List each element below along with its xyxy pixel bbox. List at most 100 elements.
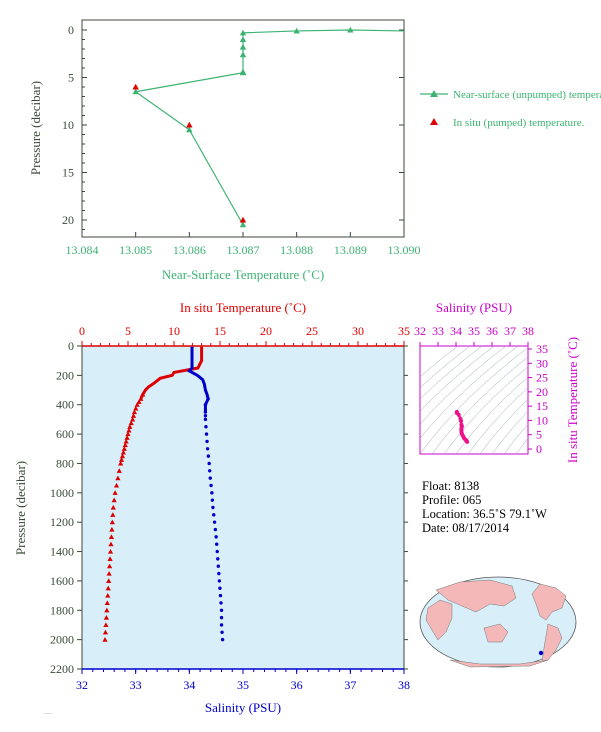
temp-point — [107, 548, 114, 554]
pressure-tick-label: 1200 — [50, 515, 74, 529]
sal-tick-label: 32 — [76, 678, 88, 692]
ts-plot-series — [454, 409, 470, 444]
near-surface-point — [186, 126, 193, 133]
temp-point — [121, 446, 127, 451]
pressure-tick-label: 800 — [56, 456, 74, 470]
sal-point — [208, 476, 212, 480]
sal-point — [213, 527, 218, 532]
pressure-tick-label: 600 — [56, 427, 74, 441]
sal-point — [219, 615, 224, 620]
ts-top-xlabel: Salinity (PSU) — [436, 300, 512, 315]
top-ylabel: Pressure (decibar) — [28, 81, 43, 175]
top-xlabel: Near-Surface Temperature (˚C) — [162, 267, 324, 282]
ts-y-tick-label: 0 — [536, 442, 542, 456]
near-surface-point — [239, 51, 247, 58]
near-surface-point — [239, 43, 247, 50]
legend-label-in-situ: In situ (pumped) temperature. — [453, 117, 585, 129]
sal-point — [218, 593, 223, 598]
sal-point — [206, 397, 210, 401]
top-y-tick-label: 20 — [62, 213, 74, 227]
density-contour — [420, 346, 459, 378]
near-surface-point — [239, 221, 247, 228]
sal-tick-label: 36 — [291, 678, 303, 692]
temp-point — [105, 585, 111, 591]
pressure-tick-label: 1800 — [50, 603, 74, 617]
sal-point — [205, 439, 209, 444]
ts-y-tick-label: 15 — [536, 399, 548, 413]
temp-point — [102, 637, 108, 642]
sal-point — [219, 608, 224, 612]
temp-point — [108, 534, 115, 539]
temp-tick-label: 20 — [260, 324, 272, 338]
temp-tick-label: 25 — [306, 324, 318, 338]
ts-y-tick-label: 10 — [536, 413, 548, 427]
density-contour — [431, 356, 528, 454]
info-profile: Profile: 065 — [422, 493, 481, 507]
pressure-tick-label: 0 — [68, 339, 74, 353]
density-contour — [443, 366, 528, 454]
temp-point — [111, 497, 117, 503]
temp-tick-label: 30 — [352, 324, 364, 338]
density-contour — [503, 423, 528, 454]
ts-density-contours — [420, 346, 528, 454]
sal-point — [210, 491, 214, 495]
main-plot-series — [102, 346, 225, 642]
ts-x-tick-label: 33 — [432, 324, 444, 338]
sal-point — [209, 483, 213, 488]
in-situ-point — [239, 216, 247, 223]
top-x-tick-label: 13.089 — [334, 243, 367, 257]
ts-y-tick-label: 20 — [536, 385, 548, 399]
temp-point — [105, 592, 111, 598]
legend-label-near-surface: Near-surface (unpumped) temperature. — [453, 89, 601, 101]
top-x-tick-label: 13.085 — [119, 243, 152, 257]
pressure-tick-label: 2200 — [50, 662, 74, 676]
footer-tiny-text: ........ — [44, 710, 52, 715]
sal-point — [214, 535, 218, 539]
ts-point — [459, 422, 464, 427]
temp-point — [136, 399, 142, 404]
temp-point — [102, 629, 109, 635]
temp-point — [104, 600, 110, 606]
map-land-africa — [425, 599, 453, 641]
temp-point — [131, 409, 138, 415]
temp-point — [124, 435, 130, 440]
sal-point — [203, 417, 208, 422]
main-top-xlabel: In situ Temperature (˚C) — [180, 300, 306, 315]
sal-tick-label: 35 — [237, 678, 249, 692]
map-land-antarctica — [449, 659, 549, 668]
sal-point — [206, 454, 211, 458]
near-surface-point — [132, 88, 139, 95]
top-y-tick-label: 5 — [68, 71, 74, 85]
info-float: Float: 8138 — [422, 479, 479, 493]
map-float-marker — [538, 650, 544, 656]
temp-point — [123, 438, 129, 444]
sal-point — [204, 425, 208, 429]
info-location: Location: 36.5˚S 79.1˚W — [422, 507, 547, 521]
sal-point — [217, 579, 222, 583]
map-land-australia — [483, 623, 509, 643]
temp-point — [140, 391, 146, 397]
pressure-tick-label: 1400 — [50, 545, 74, 559]
temp-point — [122, 442, 128, 448]
main-ylabel: Pressure (decibar) — [13, 461, 28, 555]
pressure-tick-label: 1600 — [50, 574, 74, 588]
density-contour — [420, 346, 495, 412]
sal-tick-label: 37 — [344, 678, 356, 692]
sal-point — [212, 520, 217, 524]
sal-point — [220, 637, 225, 642]
in-situ-point — [132, 83, 139, 90]
density-contour — [491, 410, 528, 454]
ts-y-tick-label: 5 — [536, 428, 542, 442]
temp-point — [109, 519, 115, 525]
temp-tick-label: 35 — [398, 324, 410, 338]
sal-tick-label: 33 — [130, 678, 142, 692]
temp-point — [103, 622, 109, 628]
temp-point — [133, 405, 139, 411]
temp-point — [116, 468, 122, 473]
sal-point — [210, 498, 215, 502]
top-x-tick-label: 13.086 — [173, 243, 206, 257]
sal-point — [216, 557, 220, 561]
top-x-tick-label: 13.088 — [280, 243, 313, 257]
sal-point — [212, 513, 216, 517]
